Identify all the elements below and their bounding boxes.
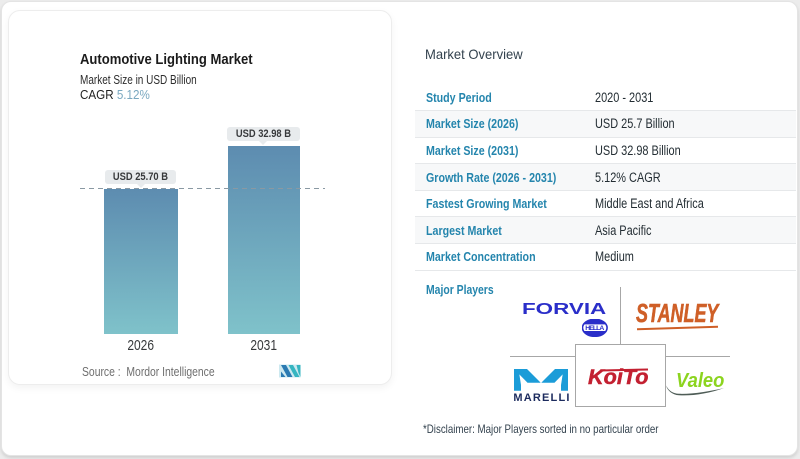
svg-text:HELLA: HELLA: [585, 325, 604, 332]
